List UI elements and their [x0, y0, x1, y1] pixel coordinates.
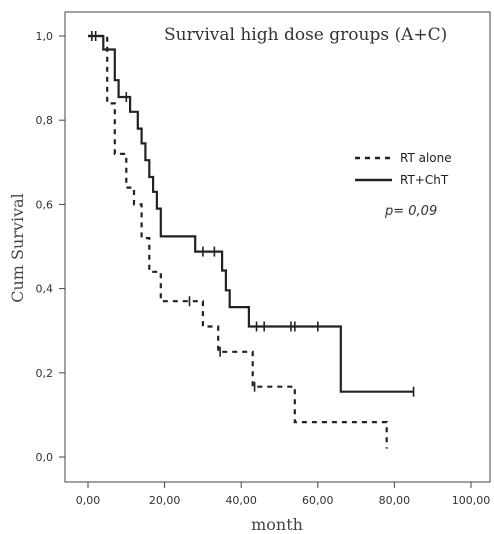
y-tick-label: 1,0	[36, 30, 54, 43]
y-tick-label: 0,4	[36, 283, 54, 296]
x-tick-label: 80,00	[379, 494, 411, 507]
y-tick-label: 0,6	[36, 198, 54, 211]
chart-title: Survival high dose groups (A+C)	[164, 25, 447, 45]
series-layer	[88, 31, 415, 449]
plot-frame	[64, 11, 491, 483]
x-tick-label: 40,00	[225, 494, 257, 507]
x-axis-label: month	[251, 515, 303, 534]
y-axis-ticks: 0,0 0,2 0,4 0,6 0,8 1,0	[36, 30, 65, 464]
y-tick-label: 0,2	[36, 367, 54, 380]
p-value-annotation: p= 0,09	[384, 204, 437, 219]
series-line-rt-cht	[88, 34, 414, 393]
x-tick-label: 20,00	[149, 494, 181, 507]
x-axis-ticks: 0,00 20,00 40,00 60,00 80,00 100,00	[76, 482, 491, 507]
legend: RT alone RT+ChT	[355, 151, 452, 187]
x-tick-label: 100,00	[452, 494, 491, 507]
series-line-rt-alone	[88, 34, 388, 449]
y-tick-label: 0,8	[36, 114, 54, 127]
x-tick-label: 0,00	[76, 494, 101, 507]
y-axis-label: Cum Survival	[8, 193, 27, 303]
y-tick-label: 0,0	[36, 451, 54, 464]
x-tick-label: 60,00	[302, 494, 334, 507]
legend-label-rt-cht: RT+ChT	[400, 173, 449, 187]
legend-label-rt-alone: RT alone	[400, 151, 452, 165]
